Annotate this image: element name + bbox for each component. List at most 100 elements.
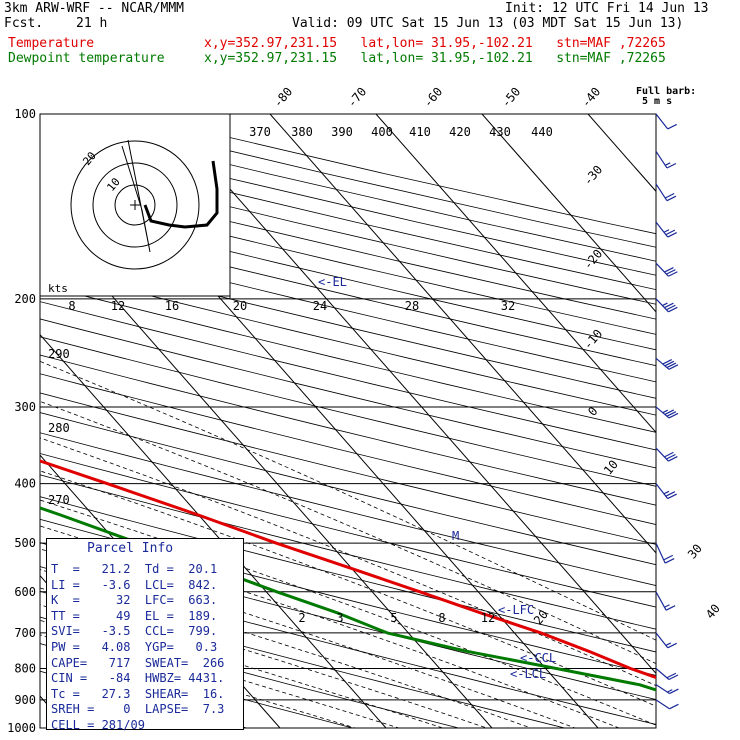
wind-barb-flag [666,269,676,275]
wind-barb-flag [664,267,674,273]
wind-barb-flag [666,672,677,679]
pressure-tick-label: 1000 [7,721,36,735]
wind-barb-flag [664,360,675,367]
theta-tick-label: 440 [531,125,553,139]
wind-barb-flag [664,162,671,166]
moist-adiabat-line [40,470,656,707]
upper-temp-tick-label: 28 [405,299,419,313]
dry-adiabat-line [40,590,567,728]
wind-barb [655,298,678,313]
pressure-tick-label: 400 [14,477,36,491]
wind-barb-flag [668,456,678,462]
dewpoint-trace [40,506,656,692]
wind-barb-staff [655,699,670,710]
isotherm-line [163,114,656,675]
wind-barb [655,591,676,611]
wind-barb-flag [666,411,677,417]
upper-temp-tick-label: 16 [165,299,179,313]
parcel-info-row: CELL = 281/09 [51,718,145,732]
dewpoint-legend-label: Dewpoint temperature [8,51,165,66]
wind-barb-flag [667,123,677,130]
wind-barb [655,632,677,649]
parcel-info-title: Parcel Info [87,541,174,556]
wind-barb-staff [655,298,669,313]
wind-barb-flag [668,364,679,370]
parcel-info-row: T = 21.2 Td = 20.1 [51,562,218,576]
wind-barb-flag [662,302,668,307]
isotherm-line [269,114,656,554]
wind-barb-flag [664,558,675,564]
dewpoint-station-info: x,y=352.97,231.15 lat,lon= 31.95,-102.21… [204,51,666,66]
valid-time: Valid: 09 UTC Sat 15 Jun 13 (03 MDT Sat … [292,16,684,31]
wind-barb [655,668,679,681]
full-barb-legend: Full barb: [636,86,696,97]
wind-barb-flag [662,409,669,414]
mixing-ratio-tick-label: 12 [481,611,495,625]
wind-barb-flag [666,362,677,369]
lfc-marker-label: <-LFC [498,603,534,617]
isotherm-tick-label: 30 [685,541,705,561]
wind-barb [655,684,679,695]
isotherm-line [481,114,656,313]
wind-barb-flag [669,688,679,695]
theta-tick-label: 380 [291,125,313,139]
pressure-tick-label: 200 [14,292,36,306]
dry-adiabat-line [40,251,656,399]
wind-barb-staff [655,221,669,238]
dry-adiabat-line [40,318,656,469]
dry-adiabat-line [40,616,461,728]
isotherm-line [587,114,656,193]
hodograph-range-ring [70,140,200,270]
parcel-info-row: SVI= -3.5 CCL= 799. [51,624,218,639]
wind-barb-staff [655,684,670,695]
wind-barb-flag [663,554,673,561]
wind-barb-flag [667,689,673,693]
model-title: 3km ARW-WRF -- NCAR/MMM [4,1,185,16]
wind-barb-staff [655,483,669,499]
mixing-ratio-tick-label: 8 [438,611,445,625]
temperature-legend-label: Temperature [8,36,95,51]
theta-tick-label: 420 [449,125,471,139]
wind-barb-staff [655,113,669,130]
upper-temp-tick-label: 20 [233,299,247,313]
wind-barb-staff [655,668,670,680]
wind-barb-staff [655,632,669,649]
chart-background-lines [40,114,656,728]
wind-barb [655,447,678,462]
dry-adiabat-line [40,518,656,676]
annotations: <-EL <-LFC <-CCL <-LCL M Full barb:5 m s [318,86,696,681]
isotherm-tick-label: 40 [703,601,723,621]
pressure-tick-label: 800 [14,661,36,675]
parcel-info-row: PW = 4.08 YGP= 0.3 [51,640,218,654]
isotherm-tick-label: -70 [345,85,370,111]
dry-adiabat-line [40,284,656,433]
pressure-tick-label: 300 [14,400,36,414]
moist-adiabat-line [40,619,401,728]
theta-tick-label: 390 [331,125,353,139]
wind-barb-flag [668,271,678,277]
upper-temp-tick-label: 8 [68,299,75,313]
wind-barb-flag [662,359,673,365]
kts-label: kts [48,282,68,295]
wind-barb-flag [668,674,679,681]
parcel-info-row: SREH = 0 LAPSE= 7.3 [51,702,225,717]
forecast-label: Fcst. [4,16,44,31]
wind-barb-staff [655,406,670,419]
parcel-info-row: TT = 49 EL = 189. [51,608,218,623]
wind-barb-flag [666,162,677,169]
parcel-info-row: K = 32 LFC= 663. [51,593,218,608]
pressure-tick-label: 100 [14,107,36,121]
hodograph-trace [143,160,219,229]
wind-barb-staff [655,262,669,277]
wind-barb-staff [655,150,668,169]
hodograph-range-ring [92,162,178,248]
wind-barb [655,262,678,277]
wind-barb [655,183,677,202]
pressure-tick-label: 500 [14,536,36,550]
wind-barb-flag [664,409,675,415]
dry-adiabat-line [40,354,656,506]
lcl-marker-label: <-LCL [510,667,546,681]
mixing-ratio-tick-label: 2 [298,611,305,625]
wind-barb-flag [665,642,672,646]
